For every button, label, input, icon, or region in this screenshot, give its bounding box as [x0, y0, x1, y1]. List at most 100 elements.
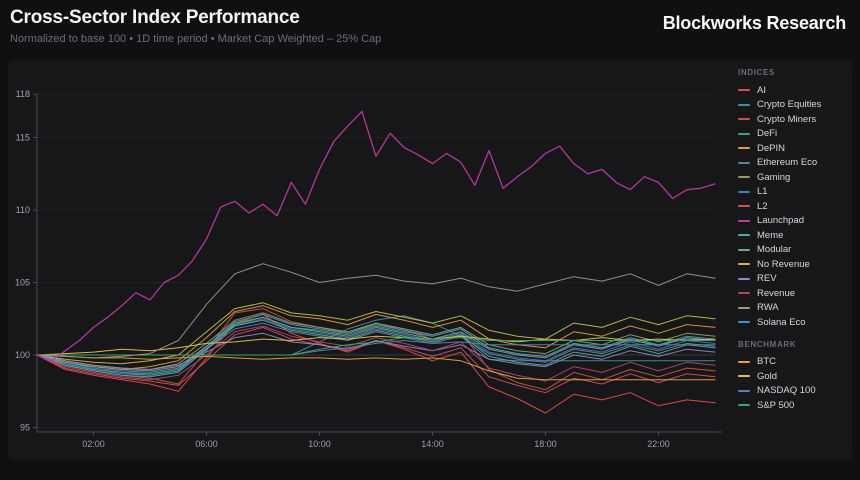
legend-label-crypto-miners: Crypto Miners — [757, 113, 817, 125]
legend-indices-header: INDICES — [738, 68, 775, 77]
brand-logo: Blockworks Research — [662, 13, 846, 33]
chart-card: 95 100 105 110 115 118 02:00 06:00 10:00 14:00 18:… — [8, 60, 852, 460]
btc-swatch — [738, 360, 750, 363]
legend-item-s-p-500[interactable]: S&P 500 — [738, 398, 850, 413]
y-tick-label-95: 95 — [20, 423, 30, 433]
legend-label-s-p-500: S&P 500 — [757, 399, 795, 411]
legend-item-l2[interactable]: L2 — [738, 199, 850, 214]
x-tick-label-02:00: 02:00 — [82, 439, 105, 449]
legend-item-ai[interactable]: AI — [738, 83, 850, 98]
x-tick-label-06:00: 06:00 — [195, 439, 218, 449]
legend-label-rev: REV — [757, 273, 777, 285]
series-line-launchpad — [36, 110, 716, 362]
legend-benchmark-header: BENCHMARK — [738, 339, 797, 349]
meme-swatch — [738, 234, 750, 237]
depin-swatch — [738, 147, 750, 150]
y-tick-label-100: 100 — [15, 350, 30, 360]
l2-swatch — [738, 205, 750, 208]
legend-label-ethereum-eco: Ethereum Eco — [757, 157, 818, 169]
rev-swatch — [738, 277, 750, 280]
series-line-rev — [36, 332, 716, 370]
series-line-modular — [36, 316, 716, 372]
page-title: Cross-Sector Index Performance — [10, 7, 300, 28]
legend-item-btc[interactable]: BTC — [738, 355, 850, 370]
legend-indices-list: AI Crypto Equities Crypto Miners DeFi DePIN E… — [738, 83, 850, 330]
revenue-swatch — [738, 292, 750, 295]
ethereum-eco-swatch — [738, 161, 750, 164]
series-line-ethereum-eco — [36, 322, 716, 373]
rwa-swatch — [738, 306, 750, 309]
legend-label-meme: Meme — [757, 229, 784, 241]
series-line-crypto-miners — [36, 308, 716, 391]
series-line-no-revenue — [36, 302, 716, 365]
legend-label-l1: L1 — [757, 186, 768, 198]
legend-label-launchpad: Launchpad — [757, 215, 805, 227]
crypto-miners-swatch — [738, 118, 750, 121]
chart-legend: INDICES AI Crypto Equities Crypto Miners De… — [738, 66, 850, 413]
legend-item-crypto-equities[interactable]: Crypto Equities — [738, 98, 850, 113]
modular-swatch — [738, 248, 750, 251]
legend-label-gold: Gold — [757, 370, 778, 382]
legend-item-gold[interactable]: Gold — [738, 369, 850, 384]
series-line-gold — [36, 335, 716, 356]
legend-label-solana-eco: Solana Eco — [757, 316, 806, 328]
series-line-solana-eco — [36, 313, 716, 376]
solana-eco-swatch — [738, 321, 750, 324]
page-header: Cross-Sector Index Performance Normalize… — [0, 0, 860, 58]
legend-label-nasdaq-100: NASDAQ 100 — [757, 385, 816, 397]
performance-chart[interactable]: 95 100 105 110 115 118 02:00 06:00 10:00 14:00 18:… — [8, 60, 732, 460]
series-line-rwa — [36, 263, 716, 359]
series-line-revenue — [36, 325, 716, 382]
x-tick-label-18:00: 18:00 — [534, 439, 557, 449]
legend-label-defi: DeFi — [757, 128, 778, 140]
legend-label-rwa: RWA — [757, 302, 779, 314]
legend-item-no-revenue[interactable]: No Revenue — [738, 257, 850, 272]
legend-label-depin: DePIN — [757, 142, 785, 154]
no-revenue-swatch — [738, 263, 750, 266]
legend-item-rwa[interactable]: RWA — [738, 301, 850, 316]
gold-swatch — [738, 375, 750, 378]
legend-item-defi[interactable]: DeFi — [738, 127, 850, 142]
ai-swatch — [738, 89, 750, 92]
legend-item-modular[interactable]: Modular — [738, 243, 850, 258]
series-line-btc — [36, 354, 716, 381]
x-tick-label-14:00: 14:00 — [421, 439, 444, 449]
page-subtitle: Normalized to base 100 • 1D time period … — [10, 33, 382, 45]
legend-benchmark-list: BTC Gold NASDAQ 100 S&P 500 — [738, 355, 850, 413]
legend-label-gaming: Gaming — [757, 171, 791, 183]
legend-label-crypto-equities: Crypto Equities — [757, 99, 822, 111]
crypto-equities-swatch — [738, 103, 750, 106]
legend-item-rev[interactable]: REV — [738, 272, 850, 287]
legend-label-l2: L2 — [757, 200, 768, 212]
s-p-500-swatch — [738, 404, 750, 407]
series-line-s-p-500 — [36, 337, 716, 356]
series-line-depin — [36, 305, 716, 370]
l1-swatch — [738, 190, 750, 193]
legend-item-solana-eco[interactable]: Solana Eco — [738, 315, 850, 330]
legend-item-revenue[interactable]: Revenue — [738, 286, 850, 301]
series-line-meme — [36, 319, 716, 378]
legend-item-ethereum-eco[interactable]: Ethereum Eco — [738, 156, 850, 171]
y-tick-label-105: 105 — [15, 278, 30, 288]
y-tick-label-118: 118 — [16, 89, 30, 99]
legend-item-meme[interactable]: Meme — [738, 228, 850, 243]
legend-label-ai: AI — [757, 84, 766, 96]
launchpad-swatch — [738, 219, 750, 222]
legend-label-revenue: Revenue — [757, 287, 796, 299]
x-tick-label-10:00: 10:00 — [308, 439, 331, 449]
legend-item-nasdaq-100[interactable]: NASDAQ 100 — [738, 384, 850, 399]
x-tick-label-22:00: 22:00 — [647, 439, 670, 449]
nasdaq-100-swatch — [738, 389, 750, 392]
legend-label-modular: Modular — [757, 244, 792, 256]
legend-item-crypto-miners[interactable]: Crypto Miners — [738, 112, 850, 127]
y-tick-label-110: 110 — [16, 205, 30, 215]
legend-label-no-revenue: No Revenue — [757, 258, 810, 270]
legend-item-depin[interactable]: DePIN — [738, 141, 850, 156]
legend-item-l1[interactable]: L1 — [738, 185, 850, 200]
gaming-swatch — [738, 176, 750, 179]
y-tick-label-115: 115 — [16, 133, 30, 143]
legend-label-btc: BTC — [757, 356, 776, 368]
legend-item-gaming[interactable]: Gaming — [738, 170, 850, 185]
defi-swatch — [738, 132, 750, 135]
legend-item-launchpad[interactable]: Launchpad — [738, 214, 850, 229]
